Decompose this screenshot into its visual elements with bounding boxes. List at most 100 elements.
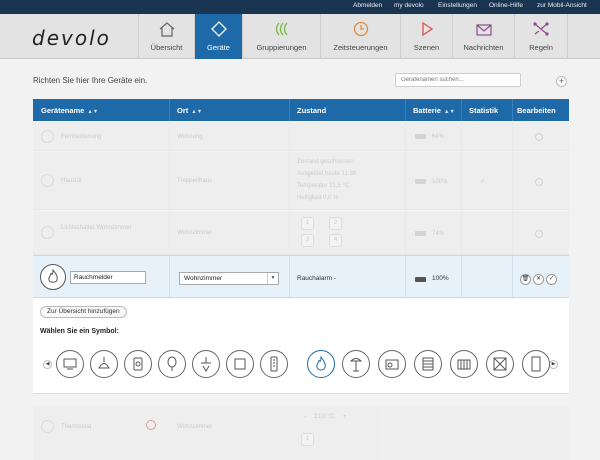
- diamond-icon: [210, 21, 227, 37]
- add-device-button[interactable]: +: [556, 76, 567, 87]
- table-row[interactable]: Fernbedienung Wohnung 64%: [33, 122, 569, 151]
- battery-icon: [415, 134, 426, 139]
- radio-icon[interactable]: [378, 350, 406, 378]
- tab-label: Nachrichten: [463, 43, 504, 52]
- device-name: Haustür: [61, 178, 83, 184]
- tab-label: Geräte: [207, 43, 230, 52]
- status-line: Helligkeit 0,0 %: [297, 195, 339, 201]
- balloon-icon[interactable]: [158, 350, 186, 378]
- device-location: Treppenhaus: [177, 178, 213, 184]
- light-switch-icon: [41, 226, 54, 239]
- main-header: devolo Übersicht Geräte Gruppierungen Ze…: [0, 14, 600, 59]
- location-select-value: Wohnzimmer: [184, 275, 223, 282]
- pendant-lamp-icon[interactable]: [90, 350, 118, 378]
- door-icon[interactable]: [522, 350, 550, 378]
- thermostat-temp: 21,0 °C: [314, 414, 335, 420]
- device-name-input[interactable]: [70, 271, 146, 284]
- status-line: Temperatur 21,5 °C: [297, 183, 350, 189]
- edit-gear-icon[interactable]: [535, 133, 543, 141]
- tab-devices[interactable]: Geräte: [194, 14, 242, 59]
- cancel-icon[interactable]: ✕: [533, 274, 544, 285]
- device-search-input[interactable]: [395, 73, 521, 87]
- clock-icon: [353, 21, 368, 37]
- switch-button-4[interactable]: 4: [329, 234, 342, 247]
- envelope-icon: [475, 24, 492, 36]
- battery-level: 100%: [432, 275, 449, 282]
- warning-icon: [146, 420, 156, 430]
- my-devolo-link[interactable]: my devolo: [394, 2, 424, 9]
- table-row[interactable]: Thermostat Wohnzimmer − 21,0 °C + 1: [33, 405, 569, 460]
- device-name: Thermostat: [61, 424, 92, 430]
- sort-icon: ▲▼: [443, 109, 455, 115]
- column-header-name[interactable]: Gerätename ▲▼: [41, 106, 99, 115]
- increase-temp-button[interactable]: +: [343, 414, 347, 420]
- battery-icon: [415, 277, 426, 282]
- tab-messages[interactable]: Nachrichten: [452, 14, 514, 59]
- floor-lamp-icon[interactable]: [342, 350, 370, 378]
- groups-icon: [275, 22, 288, 36]
- decrease-temp-button[interactable]: −: [303, 414, 307, 420]
- column-header-location[interactable]: Ort ▲▼: [177, 106, 203, 115]
- smoke-detector-icon: [40, 264, 66, 290]
- edit-gear-icon[interactable]: [535, 230, 543, 238]
- page-title: Richten Sie hier Ihre Geräte ein.: [33, 76, 148, 85]
- location-select[interactable]: Wohnzimmer ▼: [179, 272, 279, 285]
- delete-icon[interactable]: 🗑: [520, 274, 531, 285]
- add-to-overview-button[interactable]: Zur Übersicht hinzufügen: [40, 306, 127, 318]
- battery-level: 100%: [432, 179, 448, 185]
- tab-label: Übersicht: [150, 43, 183, 52]
- device-location: Wohnzimmer: [177, 424, 213, 430]
- battery-icon: [415, 231, 426, 236]
- tab-label: Zeitsteuerungen: [333, 43, 388, 52]
- tab-label: Gruppierungen: [256, 43, 307, 52]
- device-location: Wohnzimmer: [177, 230, 213, 236]
- switch-button-2[interactable]: 2: [329, 217, 342, 230]
- statistics-icon[interactable]: ✓: [480, 179, 486, 185]
- heater-icon[interactable]: [450, 350, 478, 378]
- chevron-left-icon[interactable]: ◀: [43, 360, 52, 369]
- switch-button-3[interactable]: 3: [301, 234, 314, 247]
- play-icon: [421, 21, 433, 37]
- no-entry-icon[interactable]: [486, 350, 514, 378]
- device-name: Fernbedienung: [61, 134, 102, 140]
- tab-label: Szenen: [413, 43, 440, 52]
- power-socket-icon[interactable]: [124, 350, 152, 378]
- settings-link[interactable]: Einstellungen: [438, 2, 478, 9]
- logo: devolo: [32, 26, 111, 50]
- table-row[interactable]: Haustür Treppenhaus Zustand geschlossen …: [33, 152, 569, 210]
- help-link[interactable]: Online-Hilfe: [489, 2, 523, 9]
- remote-icon[interactable]: [260, 350, 288, 378]
- sort-icon: ▲▼: [87, 109, 99, 115]
- tab-label: Regeln: [529, 43, 553, 52]
- tab-groups[interactable]: Gruppierungen: [242, 14, 320, 59]
- home-icon: [159, 22, 174, 37]
- thermostat-icon: [41, 420, 54, 433]
- battery-icon: [415, 179, 426, 184]
- table-row-editing[interactable]: Wohnzimmer ▼ Rauchalarm - 100% 🗑 ✕ ✓: [33, 255, 569, 298]
- shutter-icon[interactable]: [414, 350, 442, 378]
- device-name: Lichtschalter Wohnzimmer: [61, 225, 132, 231]
- tab-rules[interactable]: Regeln: [514, 14, 568, 59]
- chevron-right-icon[interactable]: ▶: [549, 360, 558, 369]
- symbol-title: Wählen Sie ein Symbol:: [40, 328, 119, 335]
- tab-schedules[interactable]: Zeitsteuerungen: [320, 14, 400, 59]
- device-status: Rauchalarm -: [297, 275, 337, 282]
- confirm-icon[interactable]: ✓: [546, 274, 557, 285]
- table-row[interactable]: Lichtschalter Wohnzimmer Wohnzimmer 1 2 …: [33, 211, 569, 255]
- tab-overview[interactable]: Übersicht: [138, 14, 194, 59]
- tv-icon[interactable]: [56, 350, 84, 378]
- thermostat-button-1[interactable]: 1: [301, 433, 314, 446]
- logout-link[interactable]: Abmelden: [353, 2, 383, 9]
- mobile-view-link[interactable]: zur Mobil-Ansicht: [537, 2, 587, 9]
- edit-gear-icon[interactable]: [535, 178, 543, 186]
- ceiling-light-icon[interactable]: [192, 350, 220, 378]
- socket-box-icon[interactable]: [226, 350, 254, 378]
- flame-icon[interactable]: [307, 350, 335, 378]
- remote-icon: [41, 130, 54, 143]
- switch-button-1[interactable]: 1: [301, 217, 314, 230]
- battery-level: 74%: [432, 231, 445, 237]
- rules-icon: [533, 22, 549, 36]
- tab-scenes[interactable]: Szenen: [400, 14, 452, 59]
- column-header-battery[interactable]: Batterie ▲▼: [413, 106, 455, 115]
- status-line: Zustand geschlossen: [297, 159, 354, 165]
